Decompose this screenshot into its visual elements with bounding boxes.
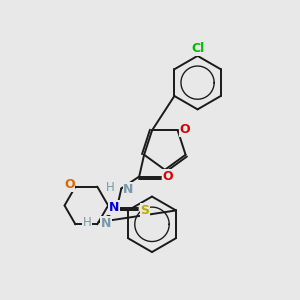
- Text: H: H: [106, 181, 114, 194]
- Text: O: O: [179, 123, 190, 136]
- Text: S: S: [141, 204, 150, 217]
- Text: Cl: Cl: [191, 42, 204, 56]
- Text: O: O: [163, 170, 173, 183]
- Text: N: N: [100, 217, 111, 230]
- Text: O: O: [64, 178, 75, 191]
- Text: H: H: [83, 216, 92, 229]
- Text: N: N: [109, 201, 119, 214]
- Text: N: N: [123, 183, 134, 196]
